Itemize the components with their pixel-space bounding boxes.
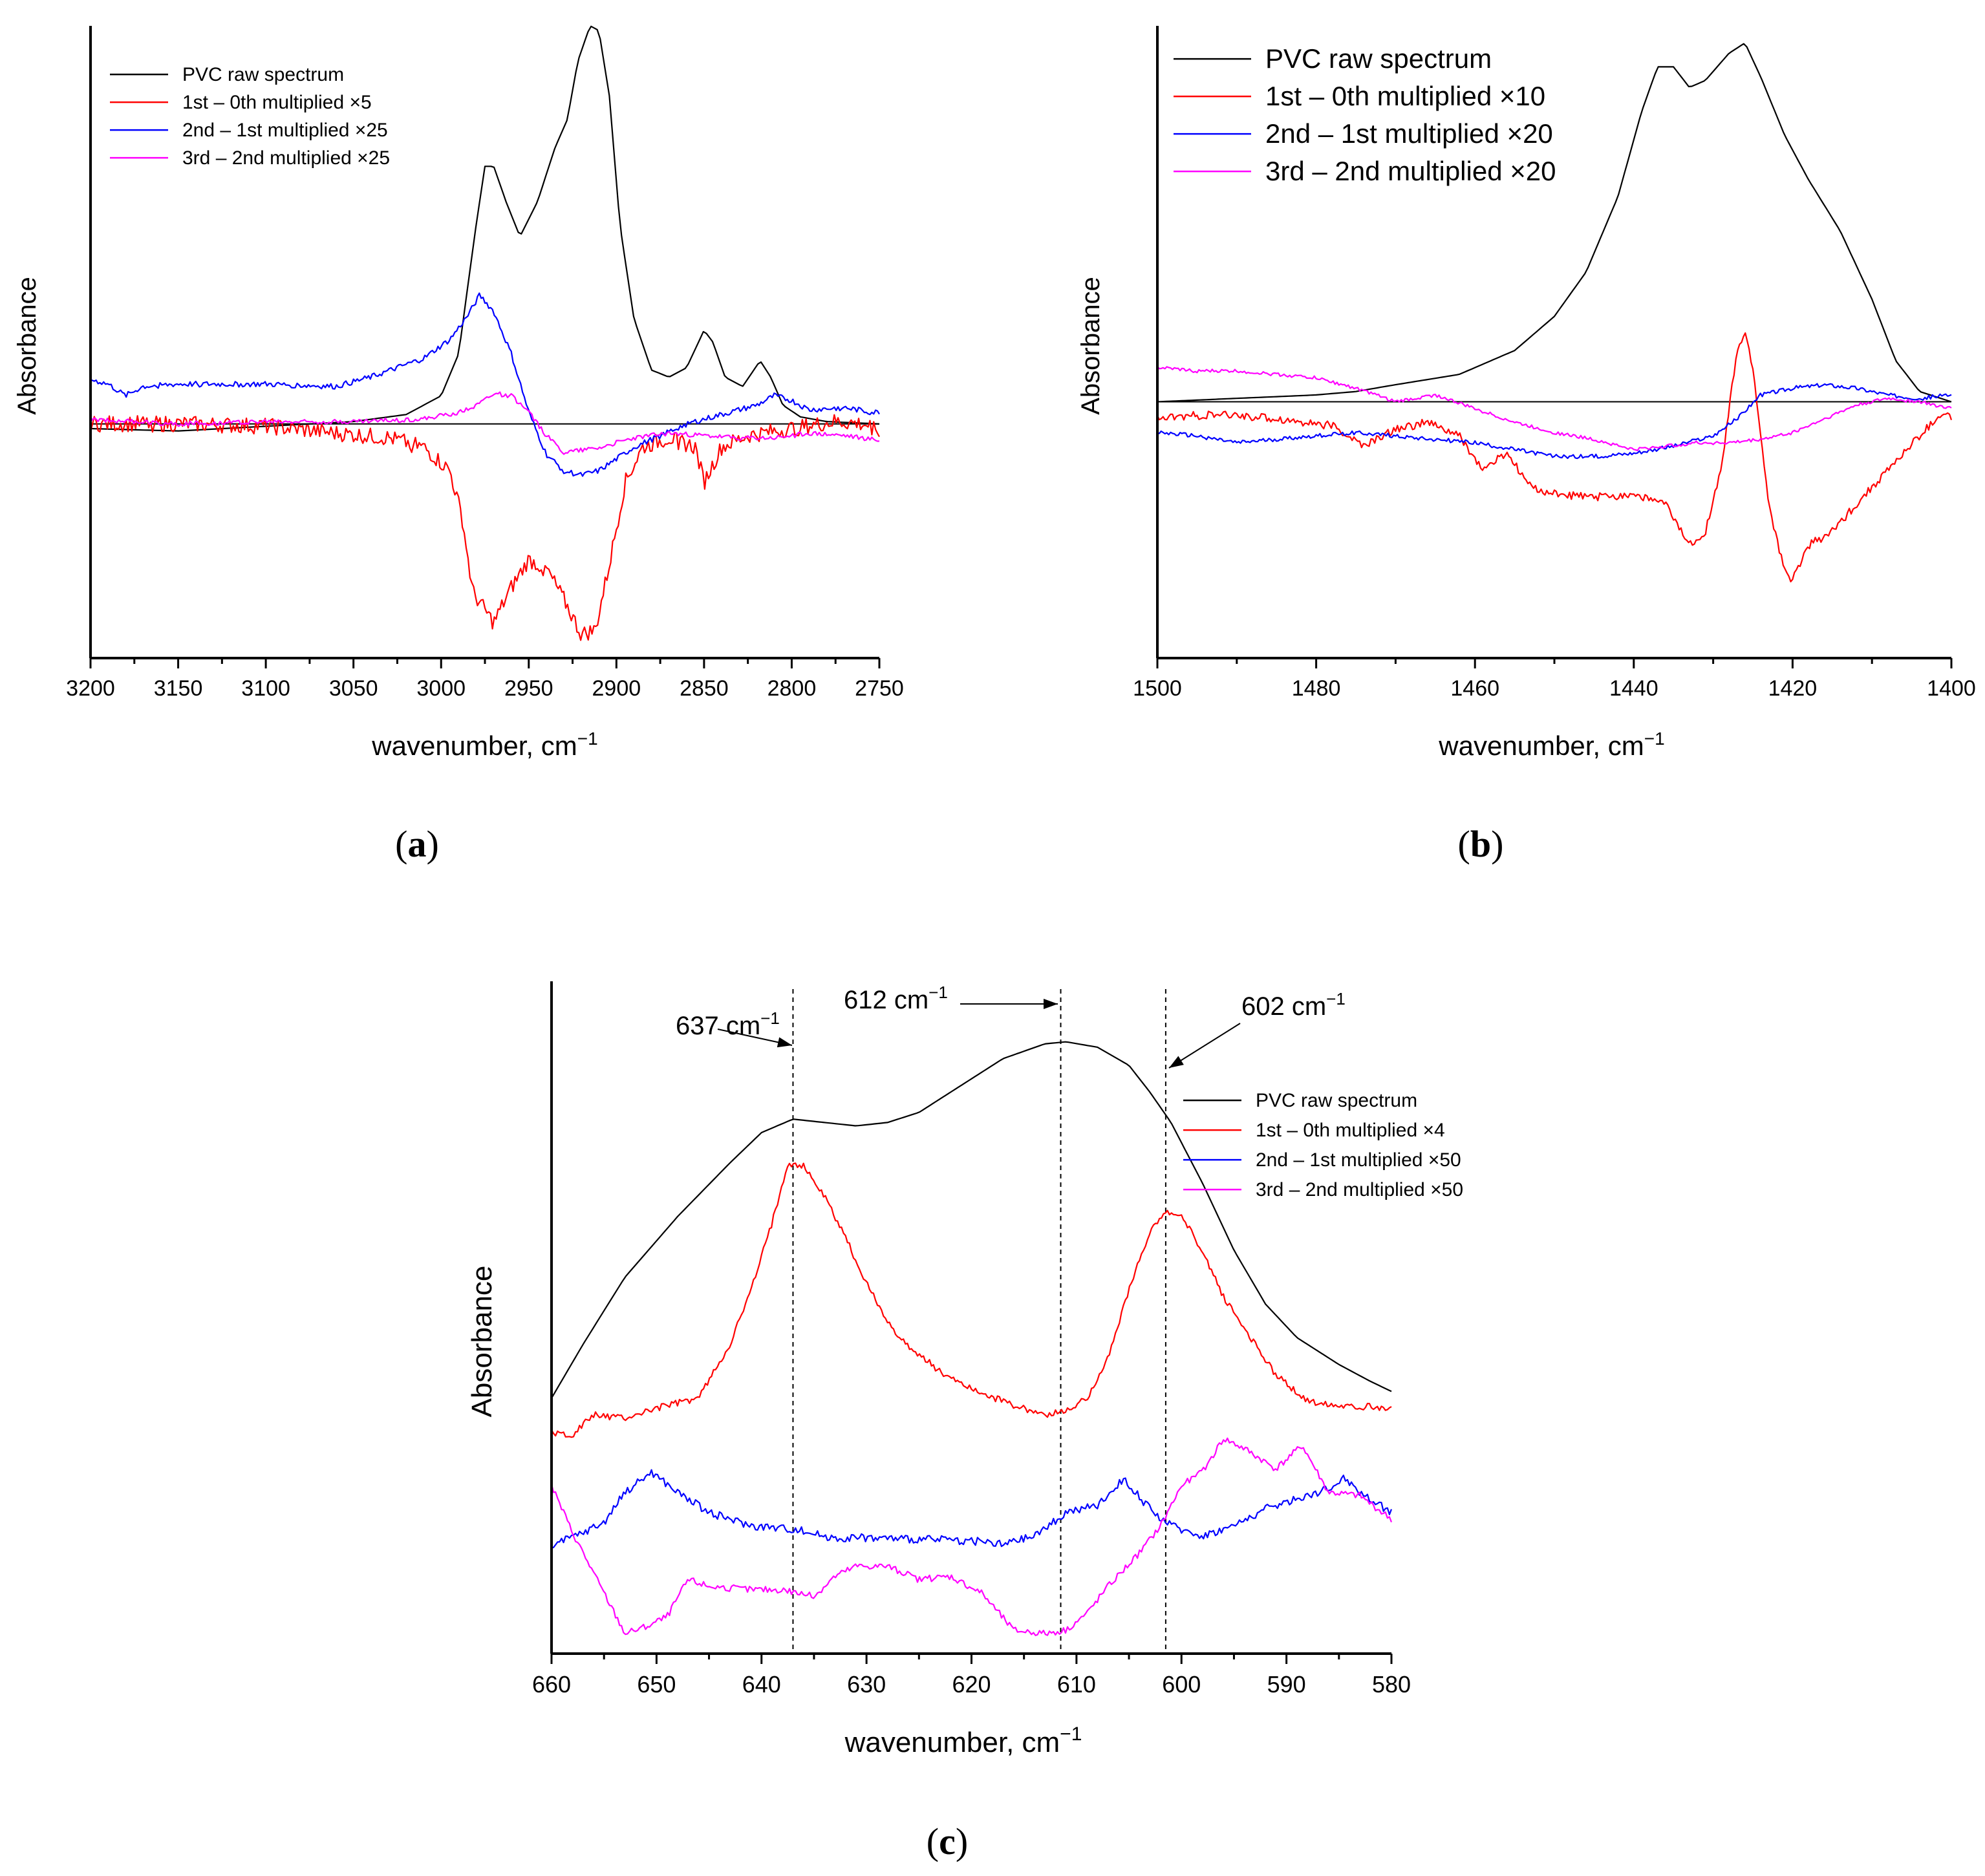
- x-tick-label-b-2: 1460: [1450, 676, 1499, 701]
- x-tick-label-a-6: 2900: [592, 676, 641, 701]
- x-tick-label-a-5: 2950: [504, 676, 553, 701]
- chart-panel-c: 637 cm−1 612 cm−1 602 cm−1 660 650 640 630 620…: [466, 981, 1463, 1862]
- legend-label-a-3: 3rd – 2nd multiplied ×25: [182, 147, 390, 169]
- legend-a: PVC raw spectrum 1st – 0th multiplied ×5 2…: [110, 64, 390, 169]
- y-axis-label-a: Absorbance: [13, 277, 41, 414]
- x-axis-label-a: wavenumber, cm−1: [371, 729, 597, 761]
- x-tick-label-c-0: 660: [532, 1671, 571, 1698]
- x-axis-label-b: wavenumber, cm−1: [1438, 729, 1664, 761]
- x-tick-label-c-1: 650: [637, 1671, 676, 1698]
- legend-b: PVC raw spectrum 1st – 0th multiplied ×10…: [1174, 43, 1556, 186]
- chart-panel-a: 3200 3150 3100 3050 3000 2950 2900 2850 2800 2750…: [13, 25, 904, 865]
- series-line-c-2: [551, 1469, 1393, 1549]
- legend-label-a-1: 1st – 0th multiplied ×5: [182, 92, 372, 113]
- x-tick-label-a-3: 3050: [329, 676, 378, 701]
- x-tick-label-b-3: 1440: [1609, 676, 1658, 701]
- series-line-c-0: [551, 1041, 1392, 1399]
- x-tick-label-a-7: 2850: [680, 676, 729, 701]
- legend-label-b-3: 3rd – 2nd multiplied ×20: [1265, 156, 1556, 186]
- x-tick-label-c-6: 600: [1162, 1671, 1201, 1698]
- series-line-a-3: [90, 391, 880, 455]
- x-tick-label-a-8: 2800: [767, 676, 817, 701]
- x-tick-label-b-1: 1480: [1292, 676, 1341, 701]
- annotation-arrowhead-c-0: [777, 1037, 792, 1048]
- panel-letter-c: c: [939, 1820, 956, 1862]
- plot-marks-c: 637 cm−1 612 cm−1 602 cm−1: [550, 983, 1393, 1654]
- plot-marks-b: [1157, 43, 1953, 582]
- x-tick-label-c-2: 640: [742, 1671, 781, 1698]
- legend-label-b-0: PVC raw spectrum: [1265, 43, 1492, 74]
- x-tick-label-a-4: 3000: [416, 676, 466, 701]
- plot-marks-a: [89, 25, 880, 641]
- chart-panel-b: 1500 1480 1460 1440 1420 1400 PVC raw spectru…: [1077, 26, 1976, 865]
- series-line-b-3: [1157, 366, 1952, 451]
- series-line-a-1: [89, 414, 880, 641]
- annotation-label-c-2: 602 cm−1: [1241, 989, 1346, 1021]
- x-axis-label-text-b: wavenumber, cm: [1438, 730, 1644, 761]
- annotation-label-c-1: 612 cm−1: [844, 983, 948, 1014]
- y-axis-label-c: Absorbance: [466, 1266, 498, 1418]
- x-tick-label-c-4: 620: [952, 1671, 991, 1698]
- x-tick-label-c-7: 590: [1267, 1671, 1306, 1698]
- legend-label-b-1: 1st – 0th multiplied ×10: [1265, 81, 1545, 111]
- legend-label-c-2: 2nd – 1st multiplied ×50: [1256, 1149, 1461, 1171]
- legend-label-a-2: 2nd – 1st multiplied ×25: [182, 120, 388, 141]
- annotation-arrowhead-c-1: [1044, 999, 1058, 1009]
- x-tick-label-c-8: 580: [1372, 1671, 1411, 1698]
- annotation-arrowhead-c-2: [1169, 1056, 1184, 1068]
- series-line-b-0: [1157, 43, 1952, 403]
- panel-label-b: (b): [1458, 823, 1504, 865]
- x-tick-label-b-5: 1400: [1927, 676, 1976, 701]
- x-tick-label-a-0: 3200: [66, 676, 115, 701]
- series-line-b-1: [1157, 332, 1953, 582]
- x-tick-label-b-4: 1420: [1768, 676, 1818, 701]
- x-axis-label-sup-b: −1: [1644, 729, 1665, 749]
- x-tick-label-c-5: 610: [1057, 1671, 1096, 1698]
- legend-c: PVC raw spectrum 1st – 0th multiplied ×4 2…: [1183, 1090, 1463, 1200]
- x-tick-label-b-0: 1500: [1133, 676, 1182, 701]
- panel-letter-b: b: [1470, 823, 1491, 865]
- x-axis-label-sup-c: −1: [1060, 1723, 1082, 1745]
- x-axis-label-text-c: wavenumber, cm: [844, 1727, 1060, 1758]
- x-tick-label-a-2: 3100: [241, 676, 290, 701]
- legend-label-a-0: PVC raw spectrum: [182, 64, 344, 85]
- panel-label-c: (c): [927, 1820, 968, 1862]
- panel-label-a: (a): [395, 823, 439, 865]
- annotation-label-c-0: 637 cm−1: [676, 1008, 780, 1040]
- series-line-c-1: [551, 1162, 1392, 1438]
- series-line-c-3: [550, 1437, 1393, 1636]
- x-tick-label-c-3: 630: [847, 1671, 886, 1698]
- legend-label-c-0: PVC raw spectrum: [1256, 1090, 1417, 1111]
- series-line-a-2: [90, 292, 880, 477]
- series-line-b-2: [1157, 383, 1952, 460]
- x-axis-label-sup-a: −1: [577, 729, 598, 749]
- x-ticks-a: 3200 3150 3100 3050 3000 2950 2900 2850 2800 2750: [66, 658, 904, 701]
- x-tick-label-a-9: 2750: [855, 676, 904, 701]
- x-tick-label-a-1: 3150: [154, 676, 203, 701]
- legend-label-c-1: 1st – 0th multiplied ×4: [1256, 1120, 1445, 1141]
- legend-label-b-2: 2nd – 1st multiplied ×20: [1265, 118, 1553, 149]
- panel-letter-a: a: [408, 823, 427, 865]
- x-axis-label-c: wavenumber, cm−1: [844, 1723, 1082, 1758]
- series-line-a-0: [90, 25, 880, 432]
- legend-label-c-3: 3rd – 2nd multiplied ×50: [1256, 1179, 1463, 1200]
- y-axis-label-b: Absorbance: [1077, 277, 1105, 414]
- x-ticks-c: 660 650 640 630 620 610 600 590 580: [532, 1654, 1411, 1698]
- x-ticks-b: 1500 1480 1460 1440 1420 1400: [1133, 658, 1976, 701]
- x-axis-label-text-a: wavenumber, cm: [371, 730, 577, 761]
